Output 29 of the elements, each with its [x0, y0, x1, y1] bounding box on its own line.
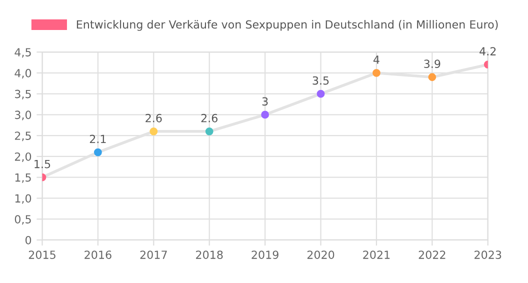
y-tick-label: 2,5	[14, 132, 31, 142]
y-tick-label: 0,5	[14, 215, 31, 225]
x-tick-label: 2021	[363, 250, 390, 259]
x-tick-label: 2016	[84, 250, 112, 259]
data-label: 3.9	[424, 60, 440, 68]
y-tick-label: 4,0	[14, 68, 32, 78]
data-label: 2.1	[90, 134, 106, 144]
legend-label: Entwicklung der Verkäufe von Sexpuppen in Deutschland (in Millionen Euro)	[76, 20, 498, 31]
data-label: 2.6	[201, 114, 218, 122]
x-tick-label: 2015	[28, 250, 56, 259]
x-tick-label: 2018	[196, 250, 223, 259]
x-tick-label: 2022	[418, 250, 446, 259]
data-label: 4.2	[480, 47, 496, 56]
data-label: 1.5	[34, 160, 50, 168]
data-label: 2.6	[146, 114, 162, 122]
y-tick-label: 1,5	[15, 173, 31, 183]
y-tick-label: 1,0	[15, 194, 32, 204]
x-tick-label: 2020	[307, 250, 334, 259]
x-tick-label: 2023	[474, 250, 502, 259]
y-tick-label: 3,0	[15, 110, 32, 120]
x-tick-label: 2019	[252, 250, 278, 259]
y-tick-label: 4,5	[14, 48, 31, 58]
data-label: 3	[262, 97, 268, 106]
x-tick-label: 2017	[140, 250, 167, 259]
y-tick-label: 2,0	[14, 152, 32, 162]
data-label: 4	[373, 56, 380, 64]
y-tick-label: 3,5	[15, 90, 31, 100]
y-tick-label: 0	[25, 236, 32, 244]
data-label: 3.5	[312, 76, 329, 85]
